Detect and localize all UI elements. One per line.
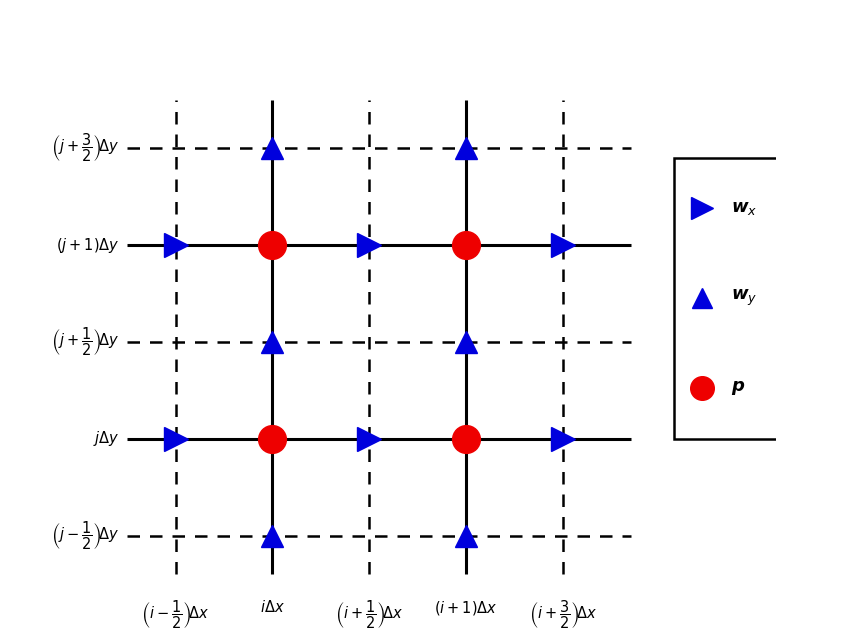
Text: $(j+1)\Delta y$: $(j+1)\Delta y$ (56, 236, 119, 254)
Text: $\boldsymbol{w}_y$: $\boldsymbol{w}_y$ (731, 288, 757, 309)
Text: $\left(i+\dfrac{1}{2}\right)\!\Delta x$: $\left(i+\dfrac{1}{2}\right)\!\Delta x$ (335, 599, 404, 631)
Text: $i\Delta x$: $i\Delta x$ (260, 599, 285, 615)
Bar (675, 158, 786, 439)
Text: $\left(i-\dfrac{1}{2}\right)\!\Delta x$: $\left(i-\dfrac{1}{2}\right)\!\Delta x$ (141, 599, 210, 631)
Text: $\left(j+\dfrac{3}{2}\right)\!\Delta y$: $\left(j+\dfrac{3}{2}\right)\!\Delta y$ (50, 132, 119, 164)
Text: $\left(j-\dfrac{1}{2}\right)\!\Delta y$: $\left(j-\dfrac{1}{2}\right)\!\Delta y$ (50, 520, 119, 552)
Text: $\boldsymbol{p}$: $\boldsymbol{p}$ (731, 379, 745, 397)
Text: $(i+1)\Delta x$: $(i+1)\Delta x$ (434, 599, 498, 617)
Text: $\left(i+\dfrac{3}{2}\right)\!\Delta x$: $\left(i+\dfrac{3}{2}\right)\!\Delta x$ (529, 599, 598, 631)
Text: $\left(j+\dfrac{1}{2}\right)\!\Delta y$: $\left(j+\dfrac{1}{2}\right)\!\Delta y$ (50, 326, 119, 358)
Text: $\boldsymbol{w}_x$: $\boldsymbol{w}_x$ (731, 199, 757, 217)
Text: $j\Delta y$: $j\Delta y$ (93, 429, 119, 449)
